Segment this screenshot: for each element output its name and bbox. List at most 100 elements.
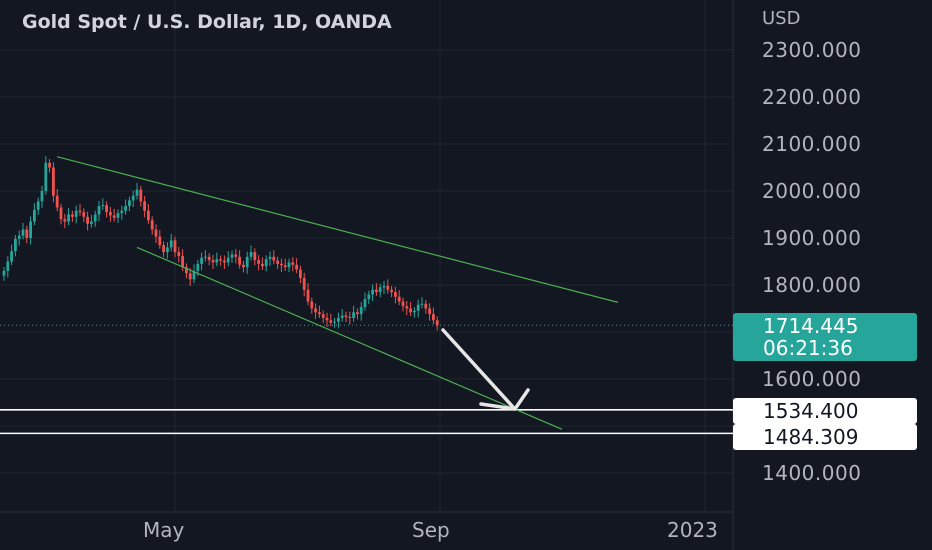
candle: [223, 255, 226, 270]
candle-body: [329, 320, 333, 323]
candle-body: [124, 206, 127, 211]
candle: [401, 297, 405, 312]
candle-body: [181, 255, 184, 268]
candle-body: [367, 294, 371, 300]
candle-body: [93, 214, 97, 222]
candle: [200, 252, 203, 271]
candle-body: [173, 240, 177, 253]
candle-body: [435, 320, 439, 326]
candle: [390, 285, 393, 298]
candle-body: [280, 263, 283, 266]
candle-body: [169, 240, 173, 248]
candle: [386, 279, 390, 294]
candle-body: [135, 189, 139, 196]
candle-body: [409, 308, 412, 313]
candle: [78, 204, 82, 216]
candle: [405, 300, 409, 316]
candle: [314, 303, 317, 319]
candle-body: [310, 301, 314, 309]
candle-body: [420, 303, 424, 305]
candle: [131, 190, 135, 207]
candle: [204, 250, 207, 262]
candle: [321, 310, 325, 324]
candle-body: [207, 256, 211, 261]
candle-body: [162, 245, 165, 253]
candle-body: [90, 221, 93, 224]
candle-body: [192, 270, 196, 280]
candle-body: [177, 252, 181, 256]
candle: [287, 258, 291, 273]
candle: [116, 209, 120, 223]
candle-body: [112, 215, 116, 218]
candle-body: [204, 256, 207, 258]
candle: [25, 225, 29, 244]
candle-body: [253, 252, 257, 261]
candle-body: [363, 299, 367, 308]
candle: [348, 311, 352, 325]
candle-body: [188, 273, 192, 280]
candle: [302, 272, 306, 297]
candle: [177, 246, 181, 263]
candle: [238, 250, 241, 269]
candle-body: [394, 292, 397, 297]
candle: [394, 286, 397, 304]
candle-body: [63, 219, 67, 222]
candle-body: [101, 205, 105, 207]
candle-body: [413, 310, 416, 313]
candle: [90, 214, 93, 228]
candle: [299, 265, 302, 284]
candle: [318, 305, 321, 318]
candle: [306, 283, 310, 306]
candle: [367, 290, 371, 305]
candle: [424, 300, 428, 314]
candle-body: [59, 207, 63, 220]
candle: [432, 307, 435, 325]
candle: [101, 198, 105, 210]
candle: [6, 256, 10, 278]
candle-body: [147, 210, 150, 221]
candle-body: [21, 229, 25, 236]
candle-body: [234, 254, 238, 257]
price-axis-label: 2200.000: [762, 85, 862, 109]
candle-body: [223, 260, 226, 263]
candle: [378, 283, 382, 298]
candle: [207, 253, 211, 266]
candle: [409, 301, 412, 317]
candle: [226, 251, 230, 267]
candle: [74, 205, 78, 224]
candle-body: [318, 312, 321, 315]
candle-body: [356, 312, 359, 315]
candle: [21, 222, 25, 240]
candle: [44, 156, 48, 195]
candle: [67, 207, 70, 226]
bar-countdown: 06:21:36: [763, 336, 853, 360]
candle: [333, 317, 336, 328]
candle: [291, 257, 295, 272]
candle-body: [348, 316, 352, 318]
candle-body: [109, 212, 112, 216]
candle: [154, 224, 158, 244]
descending-channel: [56, 156, 619, 430]
candle-body: [71, 214, 74, 217]
candle-body: [2, 270, 6, 276]
candle-body: [40, 191, 44, 202]
candle-body: [249, 252, 253, 257]
candle-body: [55, 195, 59, 208]
candle-body: [78, 210, 82, 213]
candle-body: [120, 210, 124, 214]
candle: [63, 214, 67, 229]
candle: [428, 303, 431, 321]
candle-body: [375, 289, 378, 293]
candle-body: [10, 251, 13, 262]
candle-body: [352, 312, 355, 318]
candle-body: [128, 200, 131, 207]
arrow-shaft: [441, 328, 515, 409]
candle: [435, 316, 439, 331]
candle: [29, 216, 32, 245]
candle-body: [131, 195, 135, 201]
candle: [234, 249, 238, 264]
candle-body: [230, 254, 234, 258]
candle: [344, 311, 348, 323]
candle-body: [378, 287, 382, 293]
